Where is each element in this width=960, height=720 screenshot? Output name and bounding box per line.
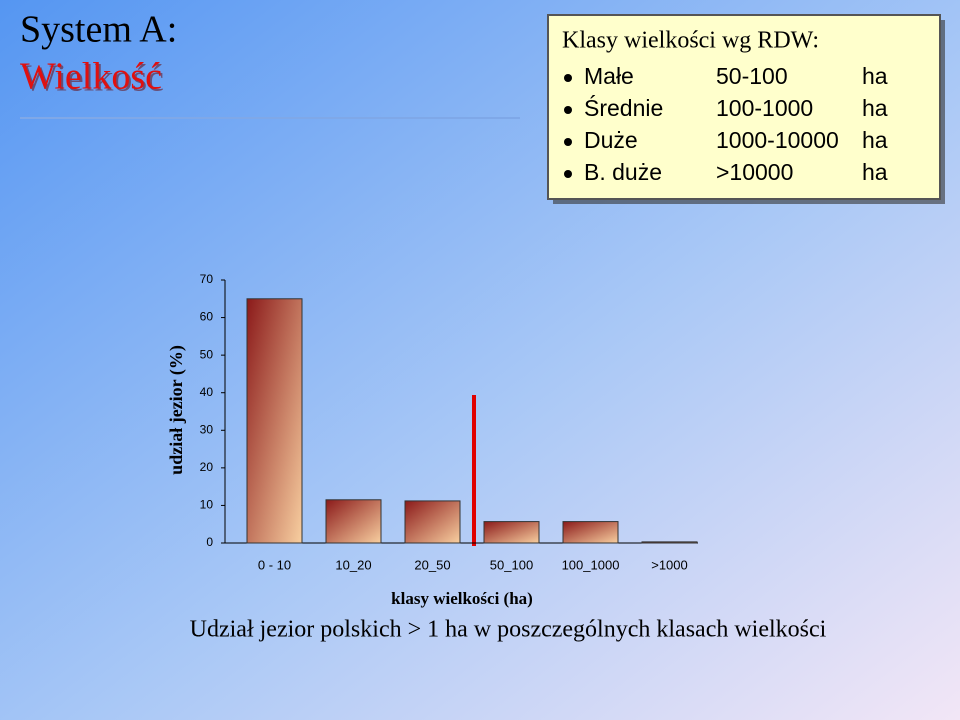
box-cell: 100-1000 [716,95,813,121]
x-tick-label: 20_50 [414,557,450,572]
y-tick-label: 60 [200,310,214,324]
box-cell: ha [862,63,888,89]
y-tick-label: 50 [200,347,214,361]
x-tick-label: 100_1000 [562,557,620,572]
x-tick-label: >1000 [651,557,688,572]
box-cell: 1000-10000 [716,127,839,153]
caption: Udział jezior polskich > 1 ha w poszczeg… [190,617,827,643]
bar [246,298,303,544]
box-cell: 50-100 [716,63,788,89]
box-cell: ha [862,127,888,153]
y-tick-label: 30 [200,422,214,436]
bullet [564,106,572,114]
slide-subtitle: Wielkość [20,56,162,98]
title-shadow: Wielkość [22,58,164,100]
y-tick-label: 0 [206,535,213,549]
box-cell: Średnie [584,94,663,121]
bar [641,541,698,544]
box-cell: >10000 [716,159,793,185]
box-cell: B. duże [584,159,662,185]
x-axis-label: klasy wielkości (ha) [391,589,533,608]
box-cell: Małe [584,63,634,89]
x-tick-label: 10_20 [335,557,371,572]
y-tick-label: 40 [200,385,214,399]
box-cell: Duże [584,127,638,153]
box-cell: ha [862,159,888,185]
bar [562,521,619,544]
x-tick-label: 50_100 [490,557,533,572]
bar [404,500,461,544]
y-axis-label: udział jezior (%) [166,345,187,475]
bar [325,499,382,544]
bullet [564,74,572,82]
x-tick-label: 0 - 10 [258,557,291,572]
box-title: Klasy wielkości wg RDW: [562,28,819,54]
y-tick-label: 20 [200,460,214,474]
box-cell: ha [862,95,888,121]
info-box [547,14,941,200]
bar [483,521,540,544]
bullet [564,138,572,146]
y-tick-label: 10 [200,498,214,512]
y-tick-label: 70 [200,272,214,286]
bullet [564,170,572,178]
slide-title: System A: [20,9,177,51]
